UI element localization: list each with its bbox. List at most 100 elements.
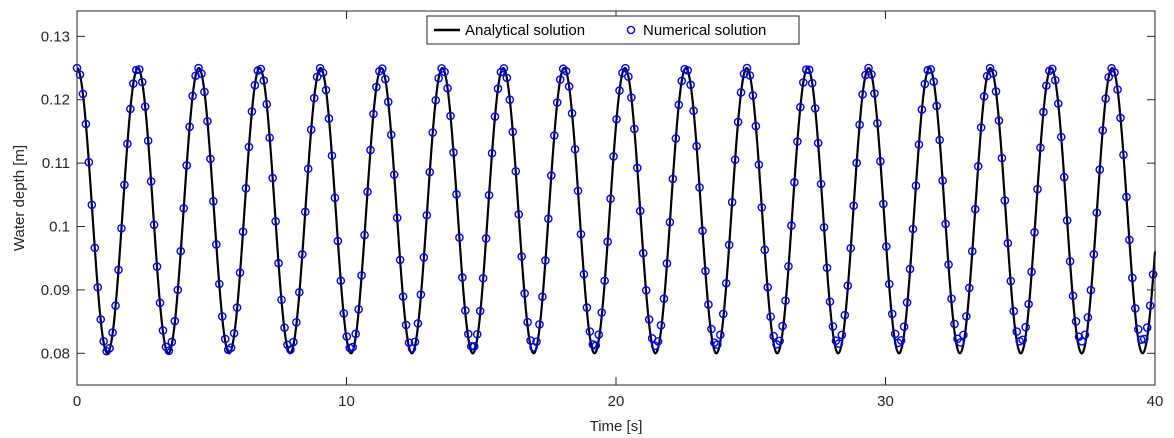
numerical-point xyxy=(807,78,817,88)
numerical-point xyxy=(348,342,358,352)
numerical-point xyxy=(78,89,88,99)
numerical-point xyxy=(505,95,515,104)
numerical-point xyxy=(84,157,94,167)
numerical-point xyxy=(458,273,467,282)
numerical-point xyxy=(419,253,429,262)
numerical-point xyxy=(813,138,823,148)
numerical-point xyxy=(1110,68,1119,77)
numerical-point xyxy=(627,93,636,102)
numerical-point xyxy=(220,334,230,344)
numerical-point xyxy=(1068,291,1078,301)
numerical-point xyxy=(117,223,126,233)
numerical-point xyxy=(410,337,420,347)
numerical-point xyxy=(129,79,138,88)
numerical-point xyxy=(884,279,894,289)
numerical-point xyxy=(716,330,725,340)
numerical-point xyxy=(979,92,989,101)
x-tick-label: 20 xyxy=(608,393,625,410)
numerical-point xyxy=(976,123,986,132)
numerical-point xyxy=(232,303,242,312)
numerical-point xyxy=(763,282,773,292)
numerical-point xyxy=(852,158,861,168)
legend-analytical-label: Analytical solution xyxy=(465,22,585,39)
numerical-point xyxy=(1009,306,1019,316)
numerical-point xyxy=(478,273,488,283)
numerical-point xyxy=(879,199,888,209)
numerical-point xyxy=(327,151,337,160)
numerical-point xyxy=(600,276,609,286)
numerical-point xyxy=(704,300,713,309)
numerical-point xyxy=(606,194,615,203)
numerical-point xyxy=(289,337,298,347)
numerical-point xyxy=(1012,327,1022,336)
numerical-point xyxy=(523,317,532,327)
numerical-point xyxy=(769,331,778,341)
numerical-point xyxy=(277,295,286,305)
legend-numerical-marker-icon xyxy=(626,25,636,35)
numerical-point xyxy=(431,95,441,105)
numerical-point xyxy=(825,297,835,306)
y-axis: 0.08 0.09 0.1 0.11 0.12 0.13 xyxy=(41,28,1155,362)
numerical-point xyxy=(378,64,387,73)
numerical-point xyxy=(324,114,334,123)
numerical-point xyxy=(152,262,162,271)
numerical-point xyxy=(209,196,218,206)
numerical-point xyxy=(730,155,740,164)
numerical-point xyxy=(603,237,612,247)
numerical-point xyxy=(300,207,310,217)
numerical-point xyxy=(416,290,426,299)
numerical-point xyxy=(837,330,847,340)
numerical-point xyxy=(632,163,642,173)
y-tick-label: 0.13 xyxy=(41,28,70,45)
numerical-point xyxy=(425,167,435,177)
numerical-point xyxy=(828,322,838,331)
numerical-point xyxy=(908,224,918,234)
numerical-point xyxy=(1133,324,1143,334)
numerical-point xyxy=(123,139,132,149)
x-tick-label: 10 xyxy=(338,393,355,410)
numerical-point xyxy=(149,220,159,230)
numerical-point xyxy=(799,78,808,87)
numerical-point xyxy=(834,339,844,348)
y-tick-label: 0.1 xyxy=(49,219,70,236)
numerical-point xyxy=(713,340,722,349)
numerical-point xyxy=(695,183,704,192)
numerical-point xyxy=(342,332,352,341)
numerical-point xyxy=(609,152,618,161)
numerical-point xyxy=(268,173,277,183)
numerical-point xyxy=(472,329,482,339)
numerical-point xyxy=(615,86,624,95)
x-tick-label: 30 xyxy=(877,393,894,410)
numerical-point xyxy=(511,166,521,176)
numerical-point xyxy=(1027,267,1036,277)
numerical-point xyxy=(206,154,215,164)
numerical-point xyxy=(733,117,743,127)
numerical-point xyxy=(819,223,829,232)
numerical-point xyxy=(644,315,654,324)
y-tick-label: 0.09 xyxy=(41,282,70,299)
numerical-point xyxy=(1036,143,1045,152)
numerical-point xyxy=(1033,184,1042,194)
numerical-point xyxy=(1053,99,1063,108)
numerical-point xyxy=(843,281,853,290)
numerical-point xyxy=(870,89,879,98)
numerical-point xyxy=(1048,64,1057,74)
numerical-point xyxy=(810,104,820,113)
numerical-point xyxy=(241,183,251,193)
numerical-point xyxy=(804,65,814,75)
numerical-point xyxy=(1080,330,1090,340)
numerical-point xyxy=(775,336,784,346)
y-axis-label: Water depth [m] xyxy=(11,145,28,251)
numerical-point xyxy=(188,91,197,101)
numerical-point xyxy=(114,265,123,275)
numerical-point xyxy=(333,236,343,246)
numerical-point xyxy=(395,255,405,265)
numerical-point xyxy=(965,283,974,293)
numerical-point xyxy=(1122,192,1131,202)
numerical-point xyxy=(535,320,544,329)
numerical-point xyxy=(212,240,221,249)
numerical-point xyxy=(262,99,272,109)
numerical-point xyxy=(434,73,443,83)
numerical-point xyxy=(1148,270,1158,279)
numerical-point xyxy=(134,65,144,74)
